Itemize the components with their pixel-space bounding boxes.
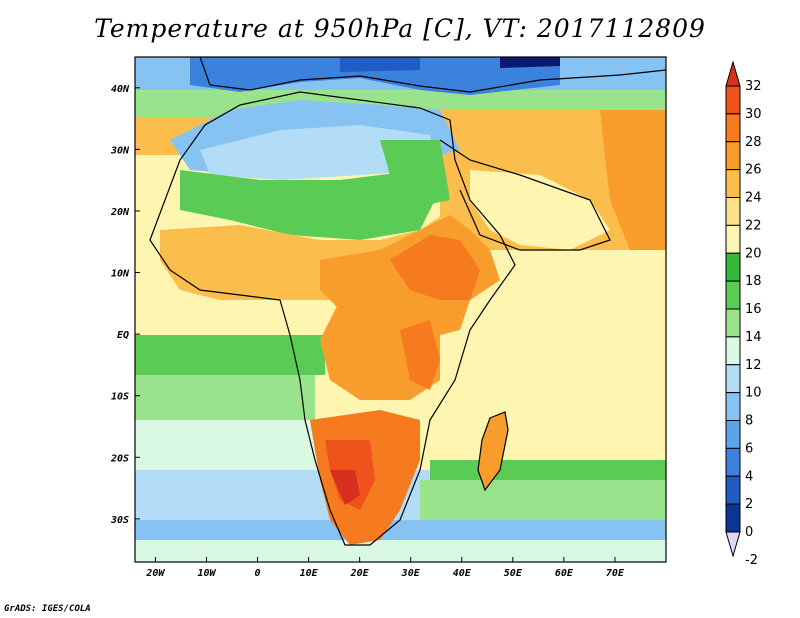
colorbar-label: 18 [745,274,762,289]
colorbar-segment [725,503,741,533]
lon-tick-label: 0 [255,568,261,579]
colorbar-segment [725,113,741,143]
lon-tick-label: 50E [504,568,523,579]
colorbar-segment [725,475,741,505]
colorbar-segment [725,169,741,198]
colorbar-label: 24 [745,191,762,206]
map-title: Temperature at 950hPa [C], VT: 201711280… [94,14,706,43]
lon-tick-label: 20E [350,568,370,579]
lon-tick-label: 40E [453,568,472,579]
colorbar-label: 8 [745,414,753,429]
map-frame [134,56,667,563]
colorbar-label: 0 [745,525,753,540]
lon-tick-label: 10W [197,568,216,579]
lat-tick-label: 10N [111,269,130,280]
temperature-field [135,57,666,562]
colorbar-label: 2 [745,497,753,512]
colorbar-segment [725,280,741,310]
colorbar-segment [725,224,741,254]
colorbar-label: 14 [745,330,762,345]
colorbar-label: 20 [745,246,762,261]
colorbar-segment [725,420,741,449]
colorbar-label: 30 [745,107,762,122]
latitude-axis: 40N 30N 20N 10N EQ 10S 20S 30S [110,84,140,526]
colorbar-label: 28 [745,135,762,150]
longitude-axis: 20W 10W 0 10E 20E 30E 40E 50E 60E 70E [145,557,625,579]
colorbar-segment [725,141,741,171]
lat-tick-label: 10S [111,392,129,403]
lon-tick-label: 20W [145,568,165,579]
lat-tick-label: 20N [110,207,130,218]
colorbar-segment [725,447,741,477]
grads-credit: GrADS: IGES/COLA [4,604,91,614]
colorbar-segment [725,336,741,366]
colorbar-segment [725,197,741,226]
lat-tick-label: EQ [117,330,129,341]
colorbar-segment [725,308,741,338]
lat-tick-label: 40N [111,84,130,95]
colorbar-segment [725,252,741,282]
colorbar-segment [725,364,741,394]
lon-tick-label: 10E [300,568,319,579]
lon-tick-label: 60E [555,568,574,579]
lat-tick-label: 30S [110,515,129,526]
colorbar-label: 10 [745,386,762,401]
colorbar-segment [725,392,741,421]
lon-tick-label: 70E [606,568,625,579]
colorbar-label: 4 [745,469,753,484]
colorbar-label: 26 [745,163,762,178]
coastlines [149,57,666,546]
colorbar-top-arrow [725,60,741,87]
lon-tick-label: 30E [401,568,421,579]
colorbar-segment [725,85,741,115]
lat-tick-label: 30N [110,145,130,156]
colorbar-label: 22 [745,218,762,233]
colorbar-label: 12 [745,358,762,373]
colorbar-label: 32 [745,79,762,94]
colorbar-label: -2 [745,553,758,568]
colorbar-label: 16 [745,302,762,317]
lat-tick-label: 20S [110,453,129,464]
colorbar-label: 6 [745,441,753,456]
colorbar-bottom-arrow [725,531,741,558]
